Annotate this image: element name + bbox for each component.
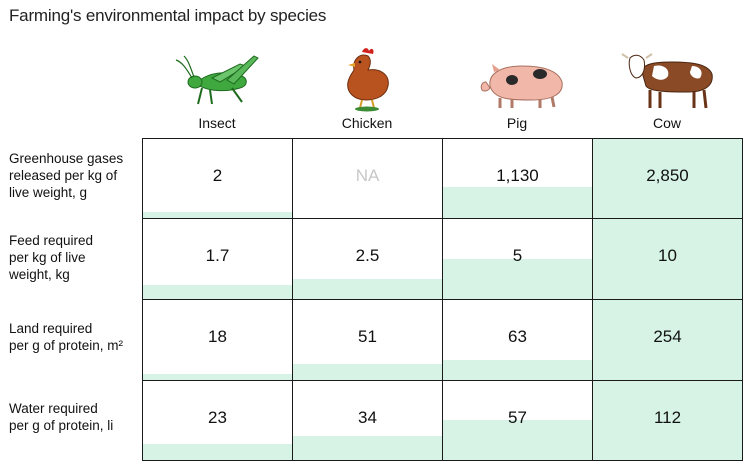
row-label: Feed required per kg of live weight, kg — [9, 232, 144, 283]
table-cell: 63 — [442, 299, 593, 381]
cell-value: 112 — [653, 408, 682, 427]
row-label-line: Water required — [9, 401, 98, 416]
value-bar — [593, 139, 742, 218]
cell-value: 63 — [508, 327, 527, 346]
cell-value: 51 — [358, 327, 377, 346]
table-cell: 2 — [142, 138, 293, 219]
cell-value: 57 — [508, 408, 527, 427]
cell-value: 254 — [653, 327, 682, 346]
column-label: Cow — [652, 115, 681, 131]
row-label-line: Feed required — [9, 233, 94, 248]
value-bar — [293, 436, 442, 460]
table-cell: 23 — [142, 380, 293, 461]
cell-value: 5 — [512, 246, 523, 265]
cell-value: 2.5 — [355, 246, 380, 265]
cell-value: 10 — [658, 246, 677, 265]
cow-icon — [621, 53, 713, 109]
table-cell: 112 — [592, 380, 743, 461]
table-cell: 1,130 — [442, 138, 593, 219]
row-label-line: per g of protein, li — [9, 418, 114, 433]
column-label: Pig — [506, 115, 528, 131]
chart-title: Farming's environmental impact by specie… — [9, 6, 327, 25]
table-cell: 51 — [292, 299, 443, 381]
column-label: Chicken — [341, 115, 393, 131]
cell-value: 2 — [212, 166, 223, 185]
table-cell: 2.5 — [292, 218, 443, 300]
row-label-line: Greenhouse gases — [9, 151, 124, 166]
table-cell: 2,850 — [592, 138, 743, 219]
row-label-line: Land required — [9, 321, 93, 336]
value-bar — [443, 186, 592, 218]
row-label-line: live weight, g — [9, 185, 88, 200]
table-cell: 18 — [142, 299, 293, 381]
value-bar — [293, 279, 442, 299]
column-pig: Pig — [442, 42, 592, 134]
chicken-icon — [347, 48, 389, 112]
table-cell: 5 — [442, 218, 593, 300]
impact-table: 2 NA 1,130 2,850 1.7 2.5 5 10 18 51 63 254 23 34 57 112 — [142, 138, 743, 461]
cell-value: 1.7 — [205, 246, 230, 265]
cell-value: 1,130 — [496, 166, 539, 185]
column-label: Insect — [198, 115, 236, 131]
table-cell: 254 — [592, 299, 743, 381]
cell-value: 2,850 — [646, 166, 689, 185]
row-label-line: weight, kg — [9, 267, 70, 282]
value-bar — [143, 285, 292, 299]
value-bar — [143, 443, 292, 460]
table-cell: 10 — [592, 218, 743, 300]
cell-value: NA — [355, 166, 380, 185]
table-cell: NA — [292, 138, 443, 219]
value-bar — [443, 419, 592, 460]
row-label-line: released per kg of — [9, 168, 118, 183]
row-label-line: per g of protein, m² — [9, 338, 124, 353]
table-cell: 57 — [442, 380, 593, 461]
row-label: Land required per g of protein, m² — [9, 320, 144, 354]
table-cell: 1.7 — [142, 218, 293, 300]
column-chicken: Chicken — [292, 42, 442, 134]
cell-value: 23 — [208, 408, 227, 427]
value-bar — [143, 212, 292, 218]
column-cow: Cow — [592, 42, 742, 134]
pig-icon — [480, 64, 563, 108]
cell-value: 18 — [208, 327, 227, 346]
value-bar — [593, 381, 742, 460]
row-label: Water required per g of protein, li — [9, 400, 144, 434]
grasshopper-icon — [175, 55, 259, 105]
row-label-line: per kg of live — [9, 250, 86, 265]
value-bar — [593, 300, 742, 380]
value-bar — [593, 219, 742, 299]
value-bar — [443, 259, 592, 299]
row-label: Greenhouse gases released per kg of live w… — [9, 150, 144, 201]
value-bar — [293, 363, 442, 380]
cell-value: 34 — [358, 408, 377, 427]
table-cell: 34 — [292, 380, 443, 461]
value-bar — [443, 360, 592, 380]
value-bar — [143, 374, 292, 380]
column-insect: Insect — [142, 42, 292, 134]
